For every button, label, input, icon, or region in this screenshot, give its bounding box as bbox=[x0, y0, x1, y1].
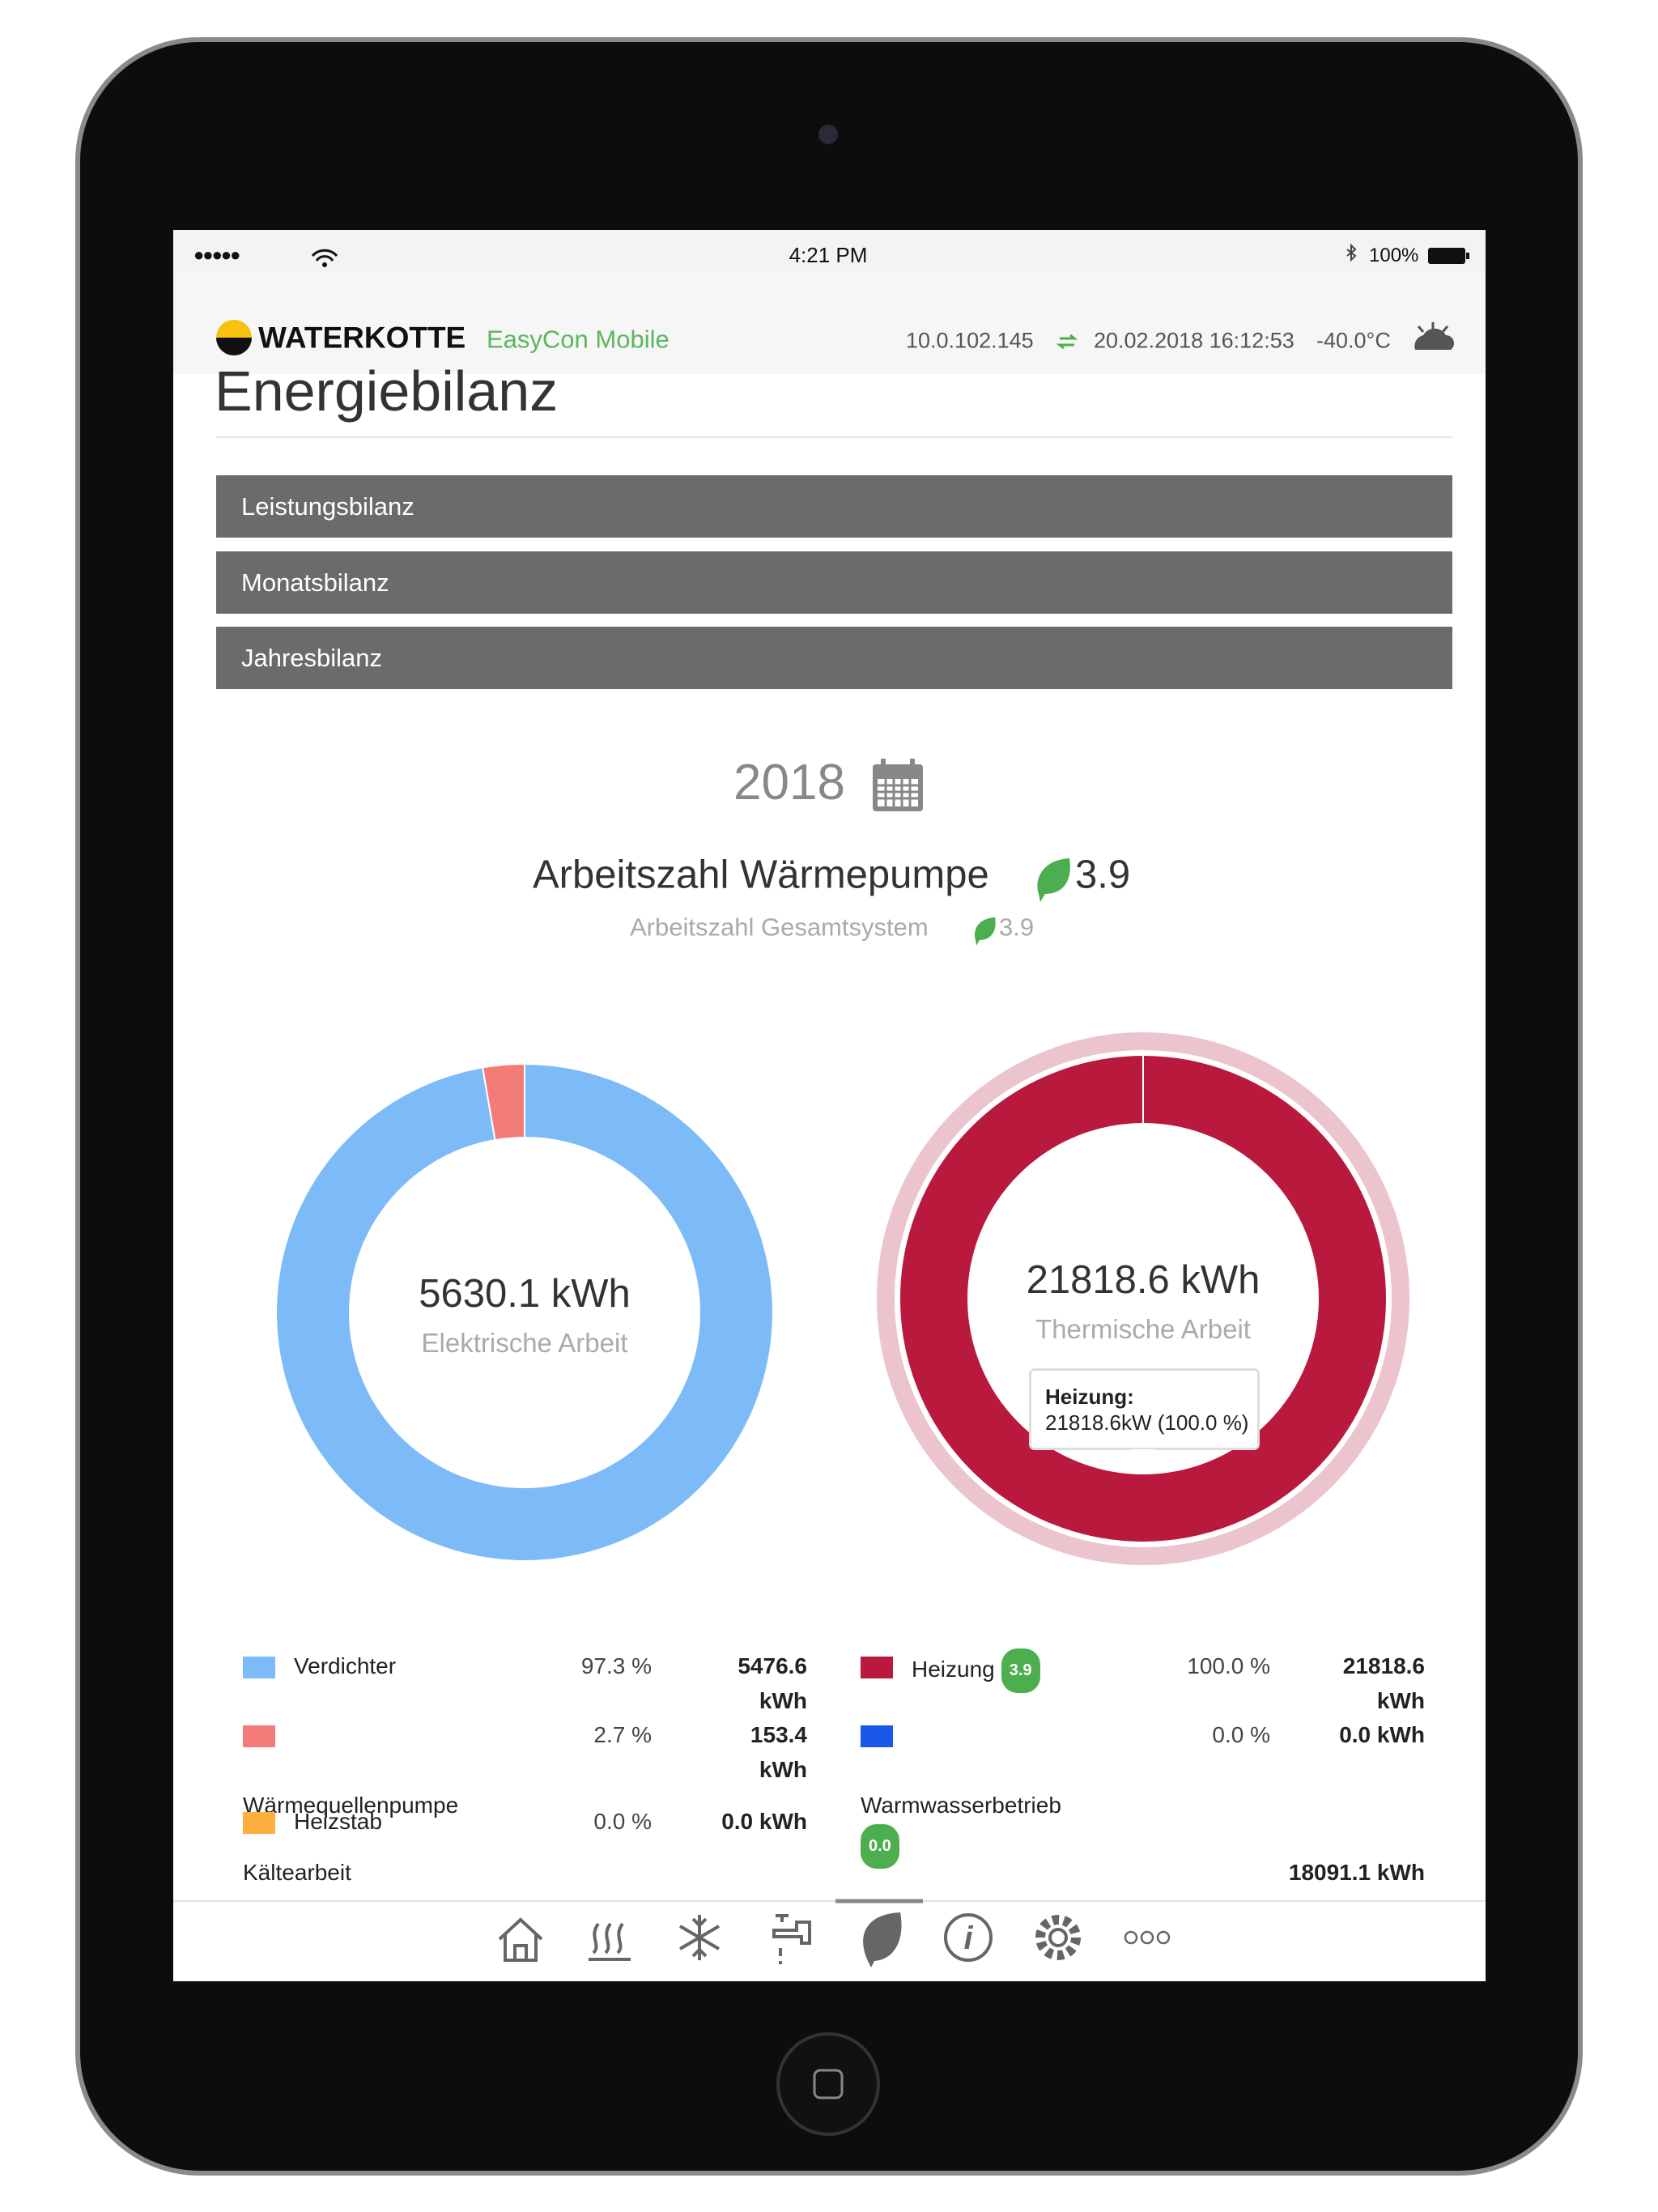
legend-percent: 0.0 % bbox=[593, 1809, 652, 1834]
menu-item[interactable]: Jahresbilanz bbox=[216, 627, 1452, 689]
donut-total: 21818.6 kWh bbox=[1026, 1258, 1261, 1302]
page-title: Energiebilanz bbox=[215, 359, 559, 423]
tab-settings[interactable] bbox=[1035, 1915, 1081, 1960]
datetime: 20.02.2018 16:12:53 bbox=[1094, 328, 1295, 353]
battery-level: 100% bbox=[1369, 245, 1419, 266]
home-icon bbox=[813, 2069, 844, 2099]
legend-percent: 2.7 % bbox=[593, 1722, 652, 1747]
camera bbox=[818, 125, 838, 144]
brand: WATERKOTTE bbox=[258, 321, 466, 355]
legend-name: Wärmequellenpumpe bbox=[243, 1788, 458, 1823]
tooltip-title: Heizung: bbox=[1045, 1385, 1134, 1409]
legend-energy: 21818.6 kWh bbox=[1342, 1653, 1425, 1713]
legend-energy: 0.0 kWh bbox=[721, 1809, 807, 1834]
donut-total: 5630.1 kWh bbox=[419, 1272, 631, 1316]
legend-name-text: Wärmequellenpumpe bbox=[243, 1793, 459, 1818]
menu-item[interactable]: Monatsbilanz bbox=[216, 551, 1452, 614]
legend-badge: 0.0 bbox=[861, 1824, 899, 1869]
tab-info-glyph: i bbox=[963, 1921, 973, 1956]
legend-name-text: Warmwasserbetrieb bbox=[861, 1793, 1061, 1818]
donut-segment bbox=[899, 1053, 1388, 1544]
donut-halo bbox=[877, 1032, 1409, 1565]
app-header bbox=[173, 272, 1486, 374]
cop-value: 3.9 bbox=[1075, 853, 1131, 897]
tooltip-box bbox=[1030, 1369, 1259, 1449]
legend-name: Warmwasserbetrieb 0.0 bbox=[861, 1788, 1061, 1869]
bluetooth-icon bbox=[1346, 243, 1357, 262]
legend-name-text: Verdichter bbox=[294, 1653, 397, 1678]
clock: 4:21 PM bbox=[789, 243, 868, 267]
wifi-dot bbox=[322, 262, 327, 267]
cold-work-value: 18091.1 kWh bbox=[1288, 1860, 1425, 1885]
legend-swatch bbox=[243, 1657, 275, 1678]
legend-percent: 0.0 % bbox=[1212, 1722, 1270, 1747]
cop-label: Arbeitszahl Wärmepumpe bbox=[533, 853, 989, 897]
sync-icon bbox=[1056, 334, 1078, 350]
system-cop-label: Arbeitszahl Gesamtsystem bbox=[630, 912, 929, 942]
year: 2018 bbox=[733, 755, 845, 810]
legend-energy: 0.0 kWh bbox=[1339, 1722, 1425, 1747]
tooltip-text: 21818.6kW (100.0 %) bbox=[1045, 1410, 1249, 1435]
tab-water[interactable] bbox=[772, 1914, 811, 1964]
status-bar bbox=[173, 230, 1486, 272]
donut-label: Elektrische Arbeit bbox=[421, 1328, 628, 1358]
menu-item[interactable]: Leistungsbilanz bbox=[216, 475, 1452, 538]
legend-swatch bbox=[861, 1725, 893, 1747]
tab-energy[interactable] bbox=[863, 1912, 902, 1967]
legend-energy: 5476.6 kWh bbox=[738, 1653, 807, 1713]
app-name: EasyCon Mobile bbox=[487, 325, 670, 354]
signal: ●●●●● bbox=[193, 245, 240, 265]
legend-percent: 100.0 % bbox=[1187, 1653, 1270, 1678]
legend-name-text: Heizstab bbox=[294, 1809, 382, 1834]
legend-swatch bbox=[243, 1812, 275, 1834]
ip-address: 10.0.102.145 bbox=[906, 328, 1034, 353]
weather-icon bbox=[1414, 328, 1454, 350]
tab-cooling[interactable] bbox=[678, 1915, 721, 1960]
logo-half bbox=[216, 338, 252, 355]
legend-percent: 97.3 % bbox=[580, 1653, 652, 1678]
wifi-icon bbox=[311, 249, 338, 262]
tab-more[interactable] bbox=[1124, 1930, 1171, 1945]
sun-rays bbox=[1417, 322, 1449, 333]
system-cop-value: 3.9 bbox=[999, 912, 1035, 942]
legend-name-text: Heizung bbox=[912, 1656, 995, 1682]
legend-name: Heizung 3.9 bbox=[912, 1648, 1040, 1693]
legend-name: Verdichter bbox=[294, 1648, 396, 1683]
tab-settings-hub bbox=[1048, 1928, 1068, 1947]
legend-badge: 3.9 bbox=[1001, 1648, 1040, 1693]
legend-swatch bbox=[243, 1725, 275, 1747]
donut-label: Thermische Arbeit bbox=[1035, 1314, 1251, 1344]
tab-heating[interactable] bbox=[589, 1922, 631, 1961]
legend-name: Heizstab bbox=[294, 1804, 382, 1839]
home-button[interactable] bbox=[776, 2032, 880, 2136]
cold-work-label: Kältearbeit bbox=[243, 1860, 351, 1885]
donut-segment bbox=[275, 1062, 775, 1562]
legend-swatch bbox=[861, 1657, 893, 1678]
legend-energy: 153.4 kWh bbox=[750, 1722, 807, 1782]
tab-home[interactable] bbox=[498, 1917, 543, 1962]
tab-info[interactable] bbox=[944, 1913, 993, 1962]
temperature: -40.0°C bbox=[1316, 328, 1391, 353]
leaf-icon bbox=[1037, 858, 1070, 902]
leaf-icon-small bbox=[975, 917, 996, 946]
calendar-icon bbox=[873, 759, 923, 811]
battery-tip bbox=[1466, 253, 1469, 259]
battery-icon bbox=[1428, 248, 1465, 264]
